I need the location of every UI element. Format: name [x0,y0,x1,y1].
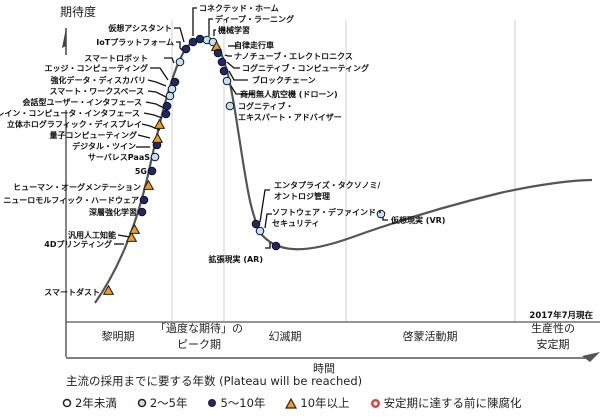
label-edge: エッジ・コンピューティング [44,63,148,73]
marker-nanotube [213,48,223,58]
legend-title: 主流の採用までに要する年数 (Plateau will be reached) [66,374,363,388]
label-cog-expert-line2: エキスパート・アドバイザー [238,112,342,122]
phase-plateau-line2: 安定期 [537,337,570,351]
label-smart-robot: スマートロボット [84,53,148,63]
label-cui: 会話型ユーザー・インタフェース [23,97,142,107]
legend-item-lt2: 2年未満 [62,395,117,411]
label-drone: 商用無人航空機 (ドローン) [240,89,338,99]
marker-5g [147,166,157,176]
marker-assistant [188,37,198,47]
label-nanotube: ナノチューブ・エレクトロニクス [234,51,353,61]
marker-workspace [165,91,175,101]
legend: 2年未満 2～5年 5～10年 10年以上 安定期に達する前に陳腐化 [62,395,542,411]
label-data-discovery: 強化データ・ディスカバリ [51,75,146,85]
y-axis-title: 期待度 [60,4,96,19]
label-deep-learning: ディープ・ラーニング [215,14,294,24]
point-labels: スマートダスト 4Dプリンティング 汎用人工知能 深層強化学習 ニューロモルフィ… [0,3,445,297]
marker-iot [181,44,191,54]
label-neuromorphic: ニューロモルフィック・ハードウェア [3,195,139,205]
as-of-date: 2017年7月現在 [529,310,593,321]
orange-triangle-icon [285,397,298,409]
legend-item-obsolete: 安定期に達する前に陳腐化 [370,395,522,411]
legend-item-5to10: 5～10年 [207,395,265,411]
label-iot: IoTプラットフォーム [96,37,174,47]
white-circle-icon [62,398,72,408]
label-sds-line1: ソフトウェア・デファインド・ [272,207,384,217]
marker-quantum [152,133,163,143]
phase-labels: 黎明期 「過度な期待」の ピーク期 幻滅期 啓蒙活動期 生産性の 安定期 [102,321,576,351]
label-workspace: スマート・ワークスペース [49,86,144,96]
marker-sds [255,226,265,236]
phase-innovation-trigger: 黎明期 [102,329,135,343]
label-ml: 機械学習 [218,25,250,35]
leader-lines [114,7,388,249]
label-taxonomy-line2: オントロジ管理 [274,191,330,201]
light-blue-circle-icon [137,398,147,408]
marker-data-discovery [167,84,177,94]
marker-cui [162,101,172,111]
marker-cog-expert [225,101,235,111]
label-autonomous-car: 自律走行車 [234,40,274,50]
label-bci: ブレイン・コンピュータ・インタフェース [0,108,140,118]
legend-item-gt10: 10年以上 [285,395,350,411]
data-markers [103,34,386,295]
x-axis-arrow-icon [582,352,600,362]
marker-connected-home [195,34,205,44]
label-sds-line2: セキュリティ [272,219,320,228]
phase-slope: 啓蒙活動期 [403,329,458,343]
phase-plateau-line1: 生産性の [531,321,575,335]
phase-peak-line1: 「過度な期待」の [155,321,243,335]
label-cog-computing: コグニティブ・コンピューティング [242,63,369,73]
label-serverless: サーバレスPaaS [88,153,150,162]
marker-smart-robot [175,57,185,67]
label-smart-dust: スマートダスト [44,287,100,297]
marker-edge [170,77,180,87]
label-human-aug: ヒューマン・オーグメンテーション [13,182,141,192]
label-quantum: 量子コンピューティング [49,130,137,140]
label-assistant: 仮想アシスタント [107,23,172,33]
marker-blockchain [219,66,229,76]
label-connected-home: コネクテッド・ホーム [199,3,279,13]
label-digital-twin: デジタル・ツイン [72,141,136,151]
legend-item-2to5: 2～5年 [137,395,187,411]
red-cross-circle-icon [370,398,380,408]
label-taxonomy-line1: エンタプライズ・タクソノミ/ [274,180,381,190]
label-cog-expert-line1: コグニティブ・ [238,101,294,111]
label-ar: 拡張現実 (AR) [209,254,263,264]
marker-cog-computing [217,57,227,67]
marker-deep-rl [137,207,147,217]
label-holo: 立体ホログラフィック・ディスプレイ [7,119,142,129]
marker-taxonomy [251,219,261,229]
hype-curve [94,37,593,304]
marker-holo [154,119,165,129]
phase-peak-line2: ピーク期 [177,338,221,351]
label-4d-printing: 4Dプリンティング [44,239,112,249]
x-axis-title: 時間 [313,362,335,375]
label-blockchain: ブロックチェーン [252,75,316,85]
y-axis [62,28,67,357]
marker-neuromorphic [139,195,149,205]
marker-ar [271,241,281,251]
y-axis-arrow-icon [62,28,66,48]
navy-circle-icon [208,399,217,407]
marker-bci [161,109,171,119]
label-5g: 5G [135,167,147,176]
label-agi: 汎用人工知能 [68,230,116,240]
marker-vr [376,209,386,219]
marker-serverless [150,152,160,162]
marker-drone [222,76,232,86]
phase-trough: 幻滅期 [269,330,302,343]
label-deep-rl: 深層強化学習 [89,207,137,217]
label-vr: 仮想現実 (VR) [390,215,445,225]
